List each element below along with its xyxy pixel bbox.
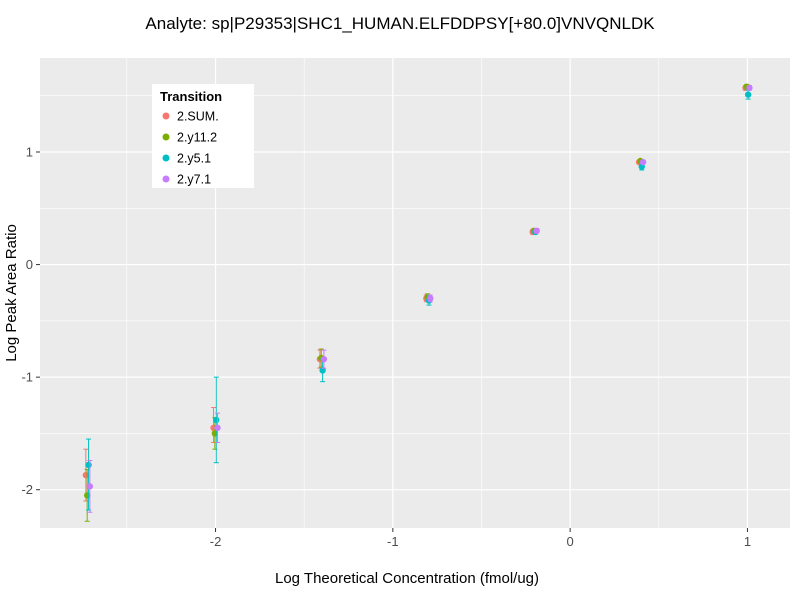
x-tick-label: 1 [744, 534, 751, 549]
legend-key [162, 133, 170, 141]
data-point [744, 91, 752, 98]
legend-title: Transition [160, 89, 222, 104]
y-tick-label: 0 [26, 257, 33, 272]
x-tick-label: -2 [210, 534, 222, 549]
y-tick-label: -2 [21, 482, 33, 497]
legend-key [162, 175, 170, 183]
x-axis-title: Log Theoretical Concentration (fmol/ug) [275, 570, 539, 587]
legend-item-label: 2.SUM. [177, 110, 219, 124]
data-point [427, 295, 434, 302]
data-point [639, 158, 647, 166]
plot-panel: -2 -1 0 1 -2 -1 0 1 Transition 2.SUM. 2.y11.2 2.y5.… [21, 58, 790, 549]
legend-key [162, 112, 170, 120]
data-point [320, 355, 328, 363]
legend-item-label: 2.y7.1 [177, 173, 211, 187]
data-point [86, 483, 94, 490]
legend-item-label: 2.y11.2 [177, 131, 217, 145]
data-point [213, 416, 220, 424]
data-point [319, 367, 326, 374]
data-point [214, 424, 221, 432]
x-tick-label: 0 [567, 534, 574, 549]
x-tick-label: -1 [387, 534, 399, 549]
data-point [533, 227, 540, 235]
chart-title: Analyte: sp|P29353|SHC1_HUMAN.ELFDDPSY[+… [145, 14, 655, 33]
y-axis-title: Log Peak Area Ratio [3, 224, 20, 362]
y-tick-label: 1 [26, 145, 33, 160]
data-point [746, 84, 753, 92]
y-tick-label: -1 [21, 370, 33, 385]
legend-key [162, 154, 170, 162]
data-point [85, 461, 92, 469]
legend-item-label: 2.y5.1 [177, 152, 211, 166]
